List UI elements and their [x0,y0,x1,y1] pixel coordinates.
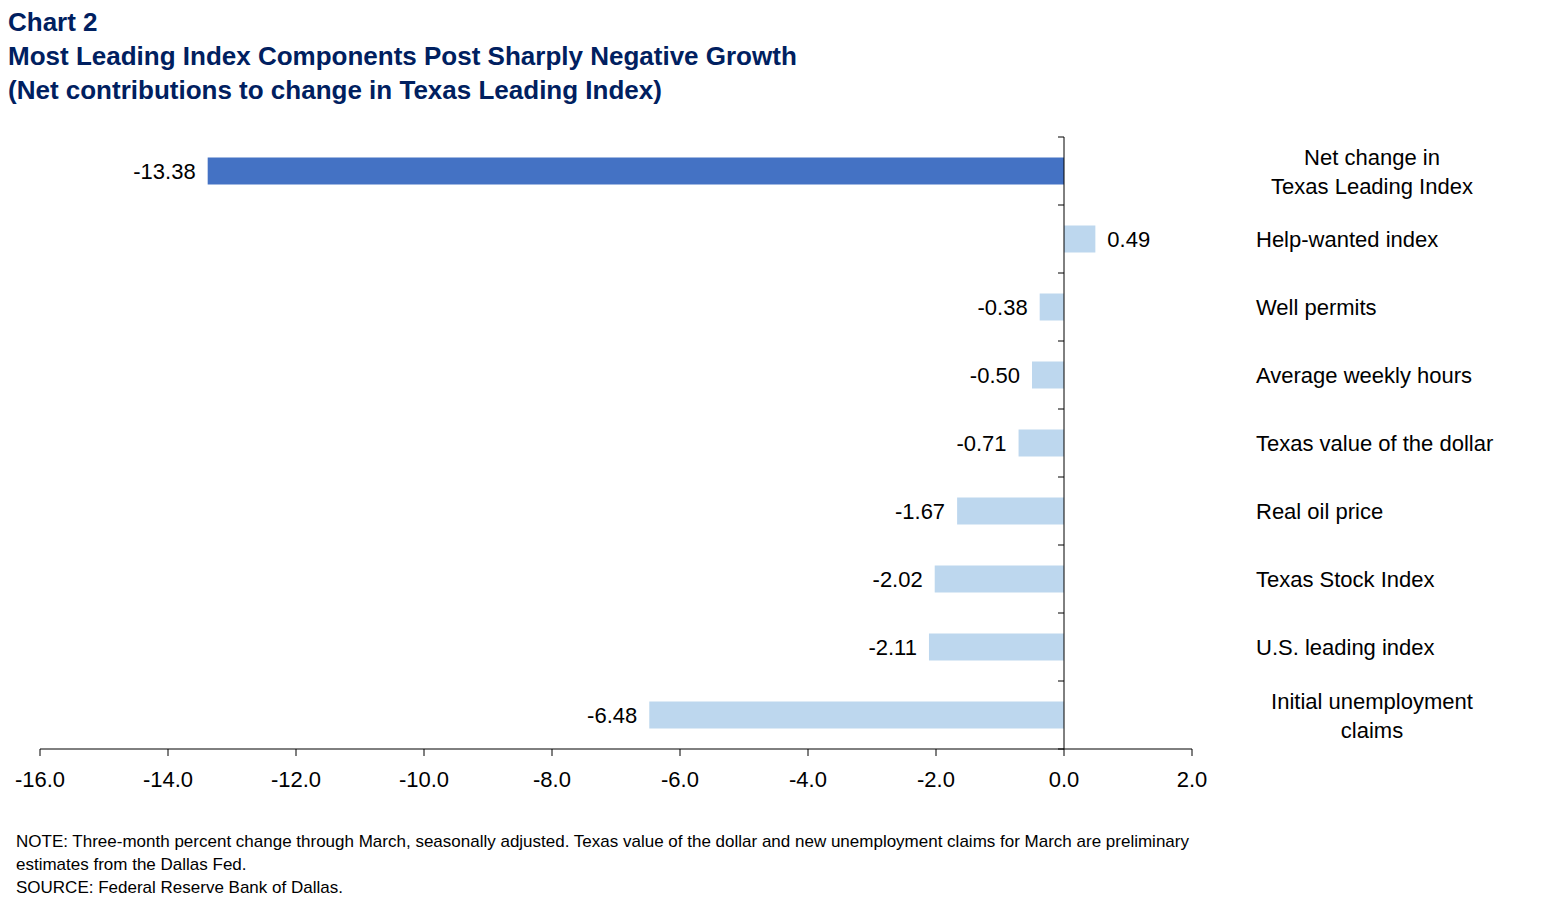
x-tick-label: -4.0 [789,767,827,792]
category-label: Texas Stock Index [1256,567,1435,592]
x-tick-label: -6.0 [661,767,699,792]
x-tick-label: -16.0 [15,767,65,792]
category-label: Initial unemployment claims [1271,689,1473,743]
category-tick [1058,205,1064,206]
data-label: -0.50 [970,363,1020,388]
x-tick [1064,749,1065,756]
category-tick [1058,409,1064,410]
x-tick-label: 2.0 [1177,767,1208,792]
category-label: Well permits [1256,295,1377,320]
category-tick [1058,341,1064,342]
category-label-line: Texas value of the dollar [1256,431,1493,456]
x-tick-label: -12.0 [271,767,321,792]
category-label-line: Real oil price [1256,499,1383,524]
x-axis [40,749,1192,750]
bar [1019,430,1064,457]
data-label: -0.38 [978,295,1028,320]
data-label: -1.67 [895,499,945,524]
title: Most Leading Index Components Post Sharp… [8,41,797,71]
x-tick-label: -2.0 [917,767,955,792]
x-tick-label: 0.0 [1049,767,1080,792]
category-label: U.S. leading index [1256,635,1435,660]
x-tick [680,749,681,756]
x-tick [296,749,297,756]
bar [1032,362,1064,389]
category-tick [1058,613,1064,614]
data-label: 0.49 [1107,227,1150,252]
x-tick [1192,749,1193,756]
x-tick [424,749,425,756]
bar [208,158,1064,185]
x-tick [168,749,169,756]
bar [649,702,1064,729]
x-tick [40,749,41,756]
bar [1040,294,1064,321]
x-tick-label: -14.0 [143,767,193,792]
data-label: -2.02 [873,567,923,592]
bar [1064,226,1095,253]
category-tick [1058,477,1064,478]
data-label: -6.48 [587,703,637,728]
x-tick [552,749,553,756]
note: estimates from the Dallas Fed. [16,855,247,874]
category-tick [1058,545,1064,546]
bar [957,498,1064,525]
bar [935,566,1064,593]
category-tick [1058,681,1064,682]
chart-label: Chart 2 [8,7,98,37]
category-tick [1058,273,1064,274]
category-label-line: Net change in [1304,145,1440,170]
category-label-line: Texas Leading Index [1271,174,1473,199]
data-label: -0.71 [956,431,1006,456]
note: SOURCE: Federal Reserve Bank of Dallas. [16,878,343,897]
x-tick [808,749,809,756]
data-label: -2.11 [868,635,917,660]
category-label-line: Average weekly hours [1256,363,1472,388]
data-label: -13.38 [133,159,195,184]
category-label: Help-wanted index [1256,227,1438,252]
bar [929,634,1064,661]
category-label: Texas value of the dollar [1256,431,1493,456]
category-label-line: Initial unemployment [1271,689,1473,714]
subtitle: (Net contributions to change in Texas Le… [8,75,662,105]
category-label: Net change in Texas Leading Index [1271,145,1473,199]
category-label-line: U.S. leading index [1256,635,1435,660]
category-label-line: Texas Stock Index [1256,567,1435,592]
y-axis [1064,137,1065,749]
category-label-line: Well permits [1256,295,1377,320]
note: NOTE: Three-month percent change through… [16,832,1189,851]
category-label-line: Help-wanted index [1256,227,1438,252]
category-label: Average weekly hours [1256,363,1472,388]
category-tick [1058,749,1064,750]
chart: Chart 2 Most Leading Index Components Pos… [0,0,1557,919]
bars [208,158,1096,729]
category-label: Real oil price [1256,499,1383,524]
category-label-line: claims [1341,718,1403,743]
category-tick [1058,137,1064,138]
x-tick-label: -8.0 [533,767,571,792]
x-tick-label: -10.0 [399,767,449,792]
x-tick [936,749,937,756]
